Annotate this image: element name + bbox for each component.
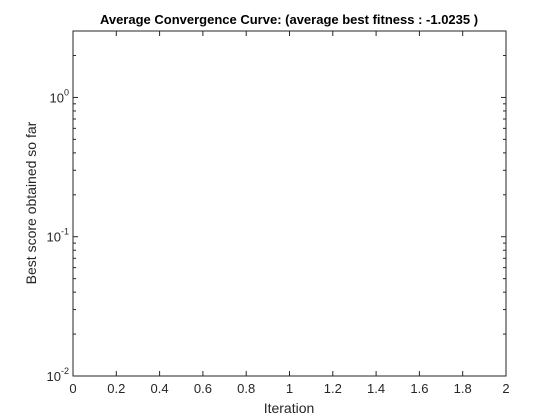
- x-tick-label: 0: [69, 381, 76, 396]
- x-axis-label: Iteration: [264, 400, 315, 416]
- x-tick-label: 1.2: [324, 381, 342, 396]
- y-axis-ticks: 10-2 10-1 100: [47, 55, 506, 384]
- x-tick-label: 0.4: [151, 381, 169, 396]
- x-tick-label: 2: [502, 381, 509, 396]
- x-tick-label: 1.6: [410, 381, 428, 396]
- y-tick-label: 10-1: [47, 227, 69, 245]
- plot-area: [72, 30, 507, 377]
- x-tick-label: 1: [286, 381, 293, 396]
- y-tick-label: 10-2: [47, 366, 69, 384]
- x-tick-label: 0.6: [194, 381, 212, 396]
- chart-title: Average Convergence Curve: (average best…: [100, 12, 478, 27]
- x-tick-label: 1.4: [367, 381, 385, 396]
- y-tick-label: 100: [50, 87, 69, 105]
- x-axis-ticks: 0 0.2 0.4 0.6 0.8 1 1.2 1.4 1.6 1.8 2: [69, 31, 510, 396]
- x-tick-label: 1.8: [454, 381, 472, 396]
- y-axis-label: Best score obtained so far: [23, 121, 39, 284]
- x-tick-label: 0.8: [237, 381, 255, 396]
- x-tick-label: 0.2: [107, 381, 125, 396]
- axes-box: [72, 30, 507, 377]
